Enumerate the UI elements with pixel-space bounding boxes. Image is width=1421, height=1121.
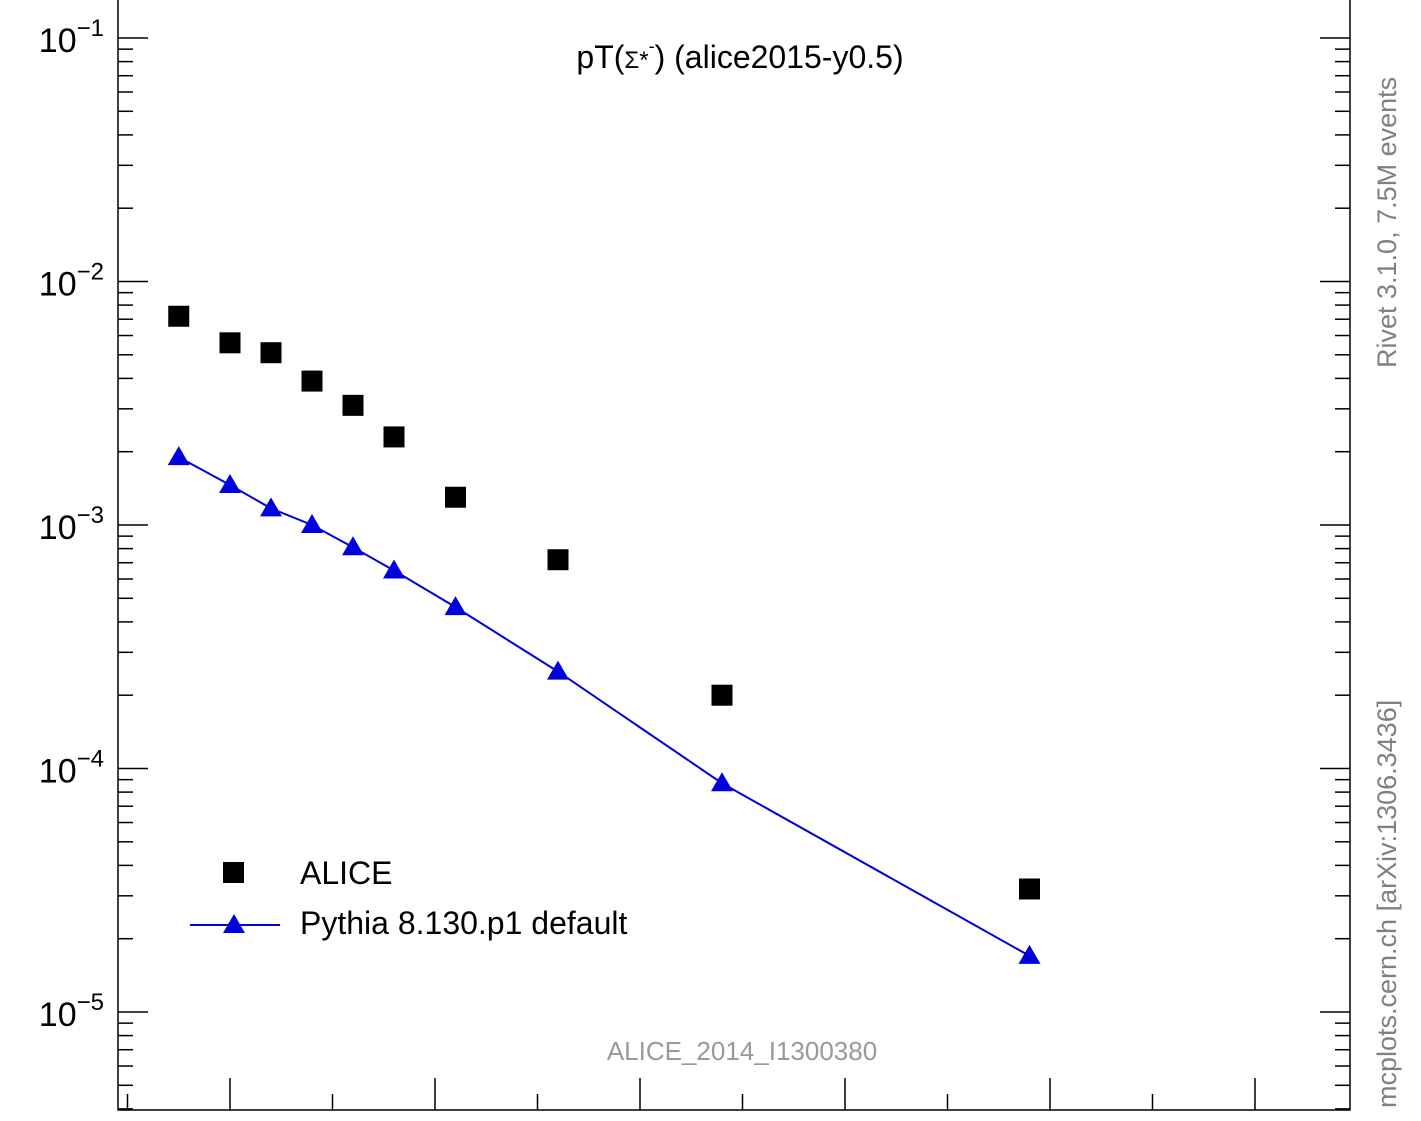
x-axis-ticks (128, 1078, 1256, 1110)
legend: ALICE Pythia 8.130.p1 default (190, 855, 627, 941)
y-tick-label: 10−2 (39, 259, 104, 304)
chart-title: pT(Σ*-) (alice2015-y0.5) (576, 36, 903, 75)
y-tick-label: 10−4 (39, 746, 104, 791)
alice-point (261, 342, 282, 363)
legend-label-alice: ALICE (300, 855, 392, 891)
analysis-watermark: ALICE_2014_I1300380 (607, 1036, 877, 1066)
alice-point (384, 426, 405, 447)
pythia-point (383, 560, 405, 579)
alice-point (712, 685, 733, 706)
pythia-point (301, 514, 323, 533)
pythia-point (1019, 945, 1041, 964)
chart-title-tail: ) (alice2015-y0.5) (655, 39, 904, 75)
chart-title-symbol: Σ* (624, 47, 648, 74)
plot-frame (118, 0, 1350, 1110)
pythia-point (342, 536, 364, 555)
legend-marker-pythia (223, 914, 245, 933)
side-label-mcplots: mcplots.cern.ch [arXiv:1306.3436] (1372, 700, 1402, 1108)
alice-point (445, 487, 466, 508)
y-tick-label: 10−5 (39, 989, 104, 1034)
plot-frame-border (118, 0, 1350, 1110)
pythia-point (445, 596, 467, 615)
series-pythia (168, 446, 1041, 964)
side-label-rivet: Rivet 3.1.0, 7.5M events (1372, 77, 1402, 368)
series-alice (168, 306, 1040, 900)
alice-point (168, 306, 189, 327)
y-axis-tick-labels: 10−1 10−2 10−3 10−4 10−5 (39, 15, 104, 1034)
legend-marker-alice (223, 862, 244, 883)
legend-label-pythia: Pythia 8.130.p1 default (300, 905, 627, 941)
alice-point (220, 332, 241, 353)
alice-point (302, 371, 323, 392)
pythia-point (260, 497, 282, 516)
pythia-point (547, 661, 569, 680)
alice-point (1019, 878, 1040, 899)
y-axis-ticks (118, 38, 1350, 1109)
alice-point (548, 549, 569, 570)
pythia-point (711, 772, 733, 791)
pythia-point (168, 446, 190, 465)
pythia-point (219, 474, 241, 493)
y-tick-label: 10−1 (39, 15, 104, 60)
alice-point (343, 395, 364, 416)
chart-title-main: pT( (576, 39, 624, 75)
y-tick-label: 10−3 (39, 502, 104, 547)
